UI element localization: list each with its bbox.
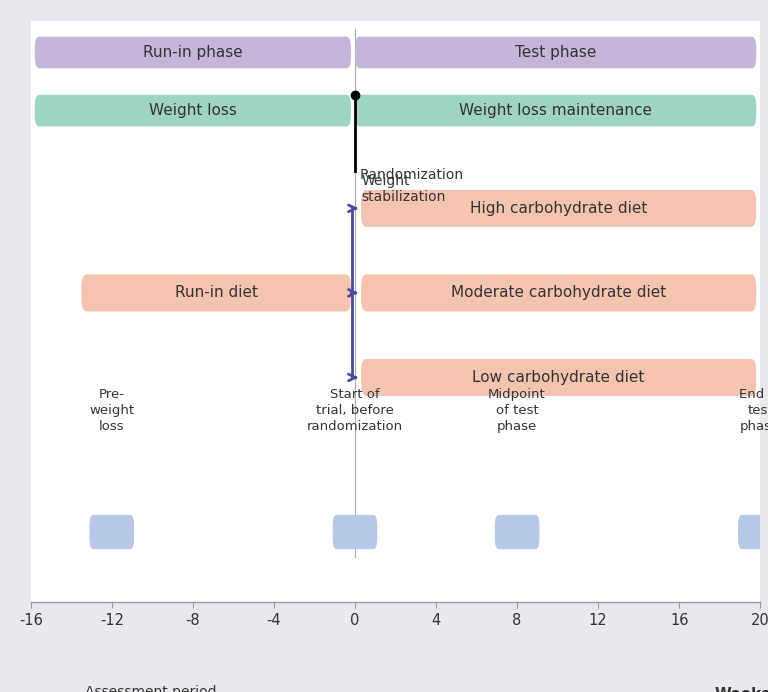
Text: Weight loss: Weight loss: [149, 103, 237, 118]
FancyBboxPatch shape: [361, 359, 756, 396]
Text: Run-in phase: Run-in phase: [143, 45, 243, 60]
Text: Run-in diet: Run-in diet: [174, 285, 257, 300]
Text: Assessment period: Assessment period: [85, 685, 217, 692]
FancyBboxPatch shape: [81, 275, 351, 311]
Text: High carbohydrate diet: High carbohydrate diet: [470, 201, 647, 216]
Text: Weight loss maintenance: Weight loss maintenance: [459, 103, 652, 118]
FancyBboxPatch shape: [90, 515, 134, 549]
FancyBboxPatch shape: [333, 515, 377, 549]
Text: Weeks: Weeks: [714, 686, 768, 692]
Text: Weight
stabilization: Weight stabilization: [361, 174, 445, 204]
FancyBboxPatch shape: [495, 515, 539, 549]
Text: Low carbohydrate diet: Low carbohydrate diet: [472, 370, 645, 385]
Text: Randomization: Randomization: [360, 168, 464, 182]
FancyBboxPatch shape: [361, 275, 756, 311]
FancyBboxPatch shape: [35, 95, 351, 127]
FancyBboxPatch shape: [738, 515, 768, 549]
FancyBboxPatch shape: [355, 95, 756, 127]
FancyBboxPatch shape: [41, 676, 78, 692]
Text: Moderate carbohydrate diet: Moderate carbohydrate diet: [451, 285, 667, 300]
Text: Pre-
weight
loss: Pre- weight loss: [89, 388, 134, 433]
FancyBboxPatch shape: [361, 190, 756, 227]
Text: End of
test
phase: End of test phase: [739, 388, 768, 433]
FancyBboxPatch shape: [355, 37, 756, 69]
Text: Test phase: Test phase: [515, 45, 596, 60]
Text: Midpoint
of test
phase: Midpoint of test phase: [488, 388, 546, 433]
Text: Start of
trial, before
randomization: Start of trial, before randomization: [307, 388, 403, 433]
FancyBboxPatch shape: [35, 37, 351, 69]
